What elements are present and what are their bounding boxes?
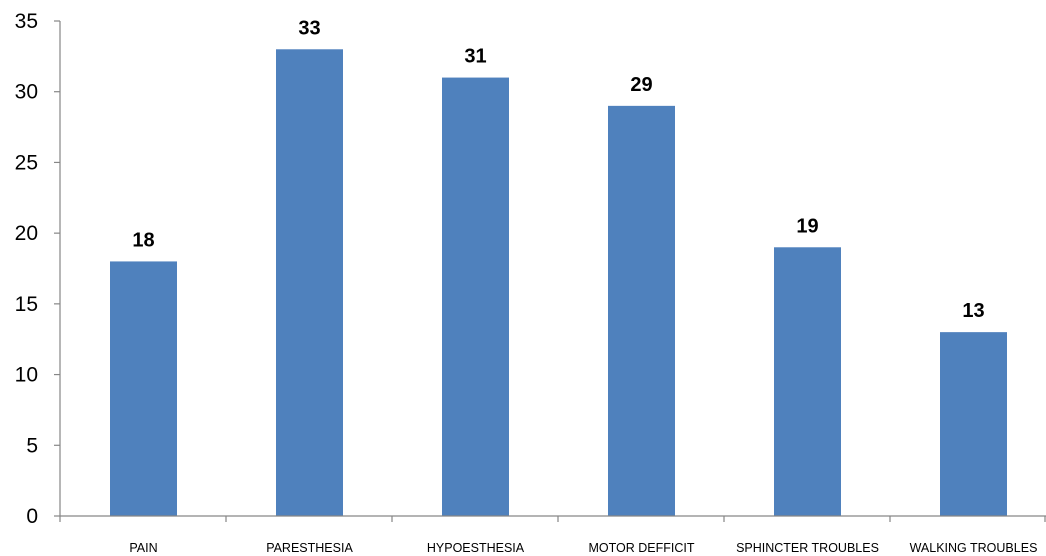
bar-walking-troubles bbox=[940, 332, 1007, 516]
data-labels: 18 33 31 29 19 13 bbox=[132, 17, 984, 322]
y-tick-label: 35 bbox=[15, 10, 38, 33]
x-tick-label: PARESTHESIA bbox=[266, 541, 353, 555]
data-label: 31 bbox=[464, 46, 486, 68]
bar-paresthesia bbox=[276, 49, 343, 517]
x-tick-label: MOTOR DEFFICIT bbox=[588, 541, 694, 555]
data-label: 13 bbox=[962, 300, 984, 322]
data-label: 29 bbox=[630, 74, 652, 96]
axes bbox=[54, 20, 1046, 522]
y-tick-label: 0 bbox=[26, 505, 38, 528]
y-tick-label: 15 bbox=[15, 293, 38, 316]
data-label: 18 bbox=[132, 229, 154, 251]
y-tick-label: 5 bbox=[26, 434, 38, 457]
x-tick-label: HYPOESTHESIA bbox=[427, 541, 525, 555]
bar-hypoesthesia bbox=[442, 77, 509, 517]
x-tick-label: SPHINCTER TROUBLES bbox=[736, 541, 879, 555]
y-tick-label: 10 bbox=[15, 364, 38, 387]
y-tick-label: 25 bbox=[15, 151, 38, 174]
y-tick-label: 20 bbox=[15, 222, 38, 245]
y-axis-tick-labels: 0 5 10 15 20 25 30 35 bbox=[15, 10, 38, 528]
data-label: 33 bbox=[298, 17, 320, 39]
y-tick-label: 30 bbox=[15, 81, 38, 104]
x-axis-tick-labels: PAIN PARESTHESIA HYPOESTHESIA MOTOR DEFFICI… bbox=[129, 541, 1037, 555]
bar-sphincter-troubles bbox=[774, 247, 841, 517]
data-label: 19 bbox=[796, 215, 818, 237]
bars bbox=[110, 49, 1007, 517]
bar-pain bbox=[110, 261, 177, 516]
x-tick-label: WALKING TROUBLES bbox=[910, 541, 1038, 555]
bar-motor-defficit bbox=[608, 105, 675, 516]
x-tick-label: PAIN bbox=[129, 541, 157, 555]
